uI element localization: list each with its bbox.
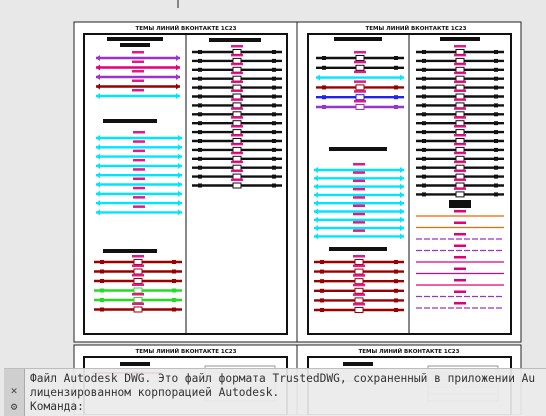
legend-line-sample: [416, 45, 504, 55]
legend-line-sample: [416, 80, 504, 91]
legend-line-sample: [96, 89, 180, 99]
legend-line-sample: [94, 283, 182, 294]
legend-line-sample: [416, 160, 504, 171]
legend-line-sample: [96, 186, 182, 197]
group-header-bar: [343, 362, 373, 366]
command-line-panel[interactable]: ✕ ⚙ Файл Autodesk DWG. Это файл формата …: [4, 368, 546, 416]
legend-line-sample: [316, 70, 404, 81]
legend-line-sample: [314, 179, 404, 190]
legend-line-sample: [314, 204, 404, 215]
legend-line-sample: [192, 89, 282, 100]
legend-line-sample: [416, 169, 504, 180]
legend-line-sample: [314, 274, 404, 285]
bottom-sheet-title-right: ТЕМЫ ЛИНИЙ ВКОНТАКТЕ 1С23: [359, 347, 460, 355]
legend-line-sample: [96, 168, 182, 179]
command-history-line-1: Файл Autodesk DWG. Это файл формата Trus…: [30, 372, 536, 385]
legend-line-sample: [316, 51, 404, 61]
legend-line-sample: [192, 53, 282, 64]
group-header-bar: [209, 38, 261, 42]
legend-line-sample: [192, 160, 282, 171]
legend-line-sample: [314, 171, 404, 182]
legend-line-caption: [454, 233, 466, 236]
legend-line-caption: [454, 244, 466, 247]
legend-line-sample: [192, 134, 282, 144]
legend-line-sample: [416, 62, 504, 73]
legend-line-sample: [96, 205, 182, 216]
legend-line-sample: [316, 80, 404, 91]
top-drawing-sheet: [73, 21, 522, 343]
legend-line-sample: [416, 98, 504, 109]
group-header-block: [449, 200, 471, 208]
legend-line-sample: [192, 116, 282, 127]
legend-line-sample: [314, 187, 404, 198]
legend-line-sample: [314, 293, 404, 304]
legend-line-sample: [416, 134, 504, 144]
legend-line-sample: [314, 264, 404, 275]
legend-line-caption: [454, 279, 466, 282]
legend-line-caption: [454, 256, 466, 259]
legend-line-caption: [454, 290, 466, 293]
group-header-bar: [103, 249, 157, 253]
bottom-sheet-title-left: ТЕМЫ ЛИНИЙ ВКОНТАКТЕ 1С23: [136, 347, 237, 355]
sheet-title: ТЕМЫ ЛИНИЙ ВКОНТАКТЕ 1С23: [366, 24, 467, 32]
group-header-bar: [329, 147, 387, 151]
legend-line-sample: [314, 255, 404, 265]
legend-line-caption: [454, 302, 466, 305]
legend-line-sample: [94, 302, 182, 313]
legend-line-caption: [454, 267, 466, 270]
close-icon[interactable]: ✕: [10, 384, 18, 397]
legend-line-sample: [192, 107, 282, 118]
group-header-bar: [329, 247, 387, 251]
command-history: Файл Autodesk DWG. Это файл формата Trus…: [30, 372, 546, 414]
legend-sheet-left: ТЕМЫ ЛИНИЙ ВКОНТАКТЕ 1С23: [83, 24, 288, 335]
legend-line-sample: [316, 60, 404, 71]
legend-line-caption: [454, 210, 466, 213]
legend-line-sample: [314, 283, 404, 294]
legend-line-sample: [314, 163, 404, 173]
group-header-bar: [120, 362, 150, 366]
legend-line-sample: [192, 71, 282, 82]
legend-line-sample: [416, 53, 504, 64]
group-header-bar: [334, 37, 382, 41]
legend-line-sample: [96, 196, 182, 207]
legend-line-sample: [314, 229, 404, 240]
legend-line-sample: [314, 196, 404, 207]
legend-line-sample: [96, 131, 182, 141]
wrench-icon[interactable]: ⚙: [10, 400, 18, 413]
legend-line-sample: [96, 79, 180, 90]
legend-sheet-right: ТЕМЫ ЛИНИЙ ВКОНТАКТЕ 1С23: [307, 24, 512, 335]
group-header-bar: [440, 37, 480, 41]
legend-line-sample: [96, 177, 182, 188]
legend-line-sample: [96, 70, 180, 80]
legend-line-sample: [314, 303, 404, 313]
legend-line-sample: [316, 100, 404, 110]
legend-line-sample: [96, 149, 182, 160]
group-header-bar: [103, 119, 157, 123]
legend-line-sample: [416, 107, 504, 118]
legend-line-sample: [192, 62, 282, 73]
legend-line-sample: [416, 187, 504, 198]
legend-line-caption: [454, 221, 466, 224]
group-header-bar: [107, 37, 163, 41]
command-prompt[interactable]: Команда:: [30, 400, 84, 413]
group-header-bar: [120, 43, 150, 47]
legend-line-sample: [96, 158, 182, 169]
command-line-controls: ✕ ⚙: [4, 369, 25, 416]
command-history-line-2: лицензированном корпорацией Autodesk.: [30, 386, 280, 399]
legend-line-sample: [416, 125, 504, 136]
legend-line-sample: [96, 140, 182, 151]
legend-line-sample: [96, 60, 180, 71]
legend-line-sample: [192, 45, 282, 55]
sheet-title: ТЕМЫ ЛИНИЙ ВКОНТАКТЕ 1С23: [136, 24, 237, 32]
legend-line-sample: [316, 90, 404, 101]
legend-line-sample: [192, 178, 282, 189]
legend-line-sample: [94, 274, 182, 284]
legend-line-sample: [314, 221, 404, 232]
legend-line-sample: [96, 51, 180, 61]
legend-line-sample: [314, 212, 404, 223]
